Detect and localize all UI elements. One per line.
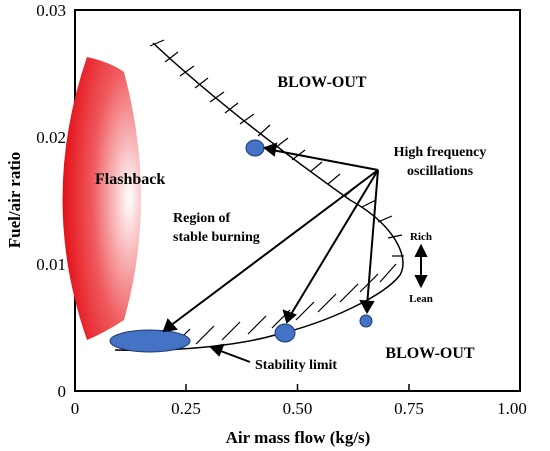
hatch-line — [377, 215, 393, 223]
hatch-line — [221, 321, 241, 341]
region-labels: BLOW-OUT BLOW-OUT Flashback Region of st… — [95, 74, 486, 373]
oscillation-markers — [109, 139, 373, 353]
arrow-line — [169, 169, 379, 327]
arrow-line — [366, 169, 379, 307]
arrowhead — [162, 318, 178, 333]
hatch-line — [317, 293, 337, 313]
x-axis-title: Air mass flow (kg/s) — [226, 428, 371, 447]
y-axis-title: Fuel/air ratio — [5, 152, 24, 248]
oscillation-marker — [245, 139, 265, 157]
hatch-line — [149, 39, 165, 47]
hatch-line — [194, 77, 209, 89]
blowout-bottom-label: BLOW-OUT — [385, 345, 475, 362]
hatch-line — [295, 301, 315, 321]
hatch-line — [327, 173, 341, 185]
arrow-line — [271, 149, 379, 171]
hatch-line — [257, 124, 271, 137]
arrow-line — [289, 169, 379, 317]
hatch-line — [224, 102, 239, 114]
flashback-label: Flashback — [95, 171, 165, 188]
x-ticks — [74, 384, 521, 391]
flashback-region — [62, 57, 141, 340]
stability-limit-arrow — [208, 343, 251, 363]
arrowhead-up — [414, 243, 428, 257]
rich-label: Rich — [410, 231, 432, 243]
x-tick-label: 0.25 — [171, 399, 201, 418]
arrowhead — [359, 299, 375, 315]
y-tick-label: 0.03 — [36, 1, 66, 20]
y-tick-label: 0 — [58, 382, 67, 401]
x-tick-labels: 0 0.25 0.50 0.75 1.00 — [71, 399, 527, 418]
hatch-line — [309, 161, 323, 173]
rich-lean-arrow — [414, 243, 428, 289]
oscillation-marker — [274, 323, 296, 343]
x-tick-label: 1.00 — [497, 399, 527, 418]
arrow-line — [217, 349, 251, 363]
y-tick-label: 0.01 — [36, 255, 66, 274]
stable-region-label-line2: stable burning — [173, 230, 260, 245]
stability-limit-curve — [114, 42, 404, 352]
blowout-top-label: BLOW-OUT — [277, 74, 367, 91]
oscillation-marker — [359, 314, 373, 328]
high-frequency-label-line1: High frequency — [394, 145, 487, 160]
oscillation-arrows — [162, 142, 379, 333]
x-tick-label: 0.75 — [394, 399, 424, 418]
hatch-line — [379, 263, 397, 283]
arrowhead-down — [414, 275, 428, 289]
high-frequency-label-line2: oscillations — [407, 164, 474, 179]
hatch-line — [361, 199, 377, 208]
y-tick-label: 0.02 — [36, 128, 66, 147]
oscillation-marker — [109, 329, 191, 353]
hatch-line — [387, 234, 403, 239]
hatch-line — [247, 315, 267, 335]
stable-region-label-line1: Region of — [173, 211, 231, 226]
hatch-line — [179, 65, 195, 77]
hatch-line — [339, 283, 359, 303]
x-tick-label: 0 — [71, 399, 80, 418]
y-tick-labels: 0 0.01 0.02 0.03 — [36, 1, 66, 401]
hatch-line — [274, 137, 289, 149]
hatch-line — [239, 113, 255, 125]
stability-limit-label: Stability limit — [255, 358, 337, 373]
arrowhead — [208, 343, 225, 357]
lean-label: Lean — [409, 293, 433, 305]
arrowhead — [282, 309, 297, 324]
hatch-line — [209, 91, 225, 103]
arrowhead — [262, 142, 278, 157]
hatch-line — [195, 325, 215, 345]
x-tick-label: 0.50 — [283, 399, 313, 418]
hatch-line — [164, 51, 179, 63]
